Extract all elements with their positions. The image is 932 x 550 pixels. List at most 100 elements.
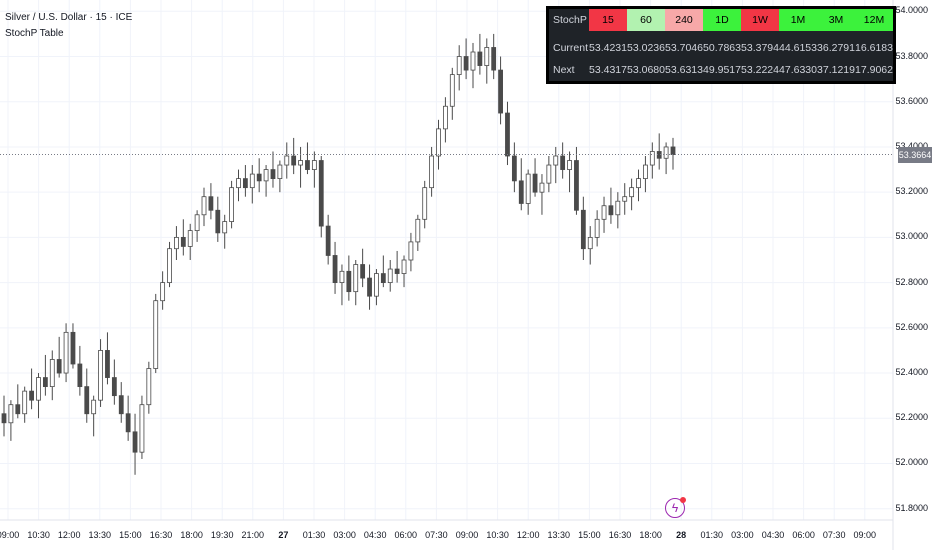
candle-body bbox=[256, 173, 262, 182]
candle-body bbox=[15, 404, 21, 415]
timeframe-1d: 1D bbox=[703, 7, 741, 31]
candle-body bbox=[98, 350, 103, 401]
candle-body bbox=[91, 399, 97, 415]
candle-body bbox=[484, 47, 490, 66]
table-cell: 37.1219 bbox=[817, 59, 855, 83]
candle-body bbox=[77, 363, 83, 388]
candle-body bbox=[49, 359, 55, 388]
candle-body bbox=[284, 155, 290, 166]
candle-body bbox=[415, 218, 421, 243]
candle-body bbox=[553, 155, 559, 166]
candle-body bbox=[491, 47, 497, 71]
candle-body bbox=[84, 386, 90, 415]
candle-body bbox=[22, 390, 28, 415]
candle-body bbox=[443, 105, 448, 130]
candle-body bbox=[139, 404, 145, 453]
candle-body bbox=[311, 160, 317, 170]
table-cell: 44.6153 bbox=[779, 37, 817, 59]
table-cell: 49.9517 bbox=[703, 59, 741, 83]
candle-body bbox=[532, 173, 538, 193]
candle-body bbox=[622, 196, 628, 202]
timeframe-3m: 3M bbox=[817, 7, 855, 31]
time-tick-label: 13:30 bbox=[547, 530, 571, 540]
table-cell: 53.3794 bbox=[741, 37, 779, 59]
candle-body bbox=[201, 196, 207, 216]
table-cell: 53.0236 bbox=[627, 37, 665, 59]
time-tick-label: 19:30 bbox=[210, 530, 234, 540]
time-tick-label: 07:30 bbox=[425, 530, 448, 540]
candle-body bbox=[346, 270, 352, 293]
price-tick-label: 51.8000 bbox=[895, 502, 928, 513]
table-cell: 16.6183 bbox=[855, 37, 895, 59]
candle-body bbox=[70, 331, 76, 365]
candle-body bbox=[8, 404, 14, 424]
candle-body bbox=[663, 146, 669, 159]
table-cell: 53.4317 bbox=[589, 59, 627, 83]
table-cell: 17.9062 bbox=[855, 59, 895, 83]
time-tick-label: 03:00 bbox=[731, 530, 754, 540]
candle-body bbox=[42, 377, 48, 388]
candle-body bbox=[160, 282, 166, 302]
symbol-title[interactable]: Silver / U.S. Dollar · 15 · ICE bbox=[5, 12, 133, 23]
time-tick-label: 04:30 bbox=[363, 530, 387, 540]
table-cell: 50.7863 bbox=[703, 37, 741, 59]
row-label-current: Current bbox=[547, 37, 589, 59]
candle-body bbox=[401, 259, 407, 274]
candle-body bbox=[1, 413, 7, 424]
candle-body bbox=[118, 395, 124, 415]
time-tick-label: 01:30 bbox=[302, 530, 326, 540]
time-tick-label: 06:00 bbox=[792, 530, 815, 540]
table-spacer bbox=[547, 31, 895, 37]
row-label-next: Next bbox=[547, 59, 589, 83]
candle-body bbox=[505, 112, 510, 157]
time-tick-label: 12:00 bbox=[516, 530, 540, 540]
price-tick-label: 54.0000 bbox=[895, 5, 928, 16]
candle-body bbox=[167, 248, 172, 284]
candle-body bbox=[643, 164, 648, 180]
candle-body bbox=[125, 413, 131, 433]
candle-body bbox=[387, 268, 393, 284]
candle-body bbox=[374, 273, 379, 297]
candle-body bbox=[277, 164, 283, 180]
table-cell: 36.2791 bbox=[817, 37, 855, 59]
indicator-title[interactable]: StochP Table bbox=[5, 28, 64, 39]
candle-body bbox=[215, 209, 221, 234]
time-tick-label: 06:00 bbox=[394, 530, 418, 540]
candle-body bbox=[456, 56, 462, 76]
table-cell: 47.6330 bbox=[779, 59, 817, 83]
candle-body bbox=[449, 74, 455, 107]
time-tick-label: 03:00 bbox=[333, 530, 356, 540]
candle-body bbox=[298, 160, 303, 166]
candle-body bbox=[477, 51, 483, 66]
time-tick-label: 27 bbox=[278, 530, 289, 540]
time-tick-label: 07:30 bbox=[822, 530, 846, 540]
candle-body bbox=[636, 178, 641, 189]
price-tick-label: 53.2000 bbox=[895, 186, 928, 197]
price-tick-label: 53.4000 bbox=[895, 141, 928, 151]
candle-body bbox=[574, 160, 579, 211]
candle-body bbox=[146, 368, 152, 406]
candle-body bbox=[394, 268, 400, 274]
candle-body bbox=[222, 221, 228, 234]
lightning-icon[interactable]: ϟ bbox=[665, 497, 686, 518]
table-cell: 53.2224 bbox=[741, 59, 779, 83]
price-tick-label: 52.2000 bbox=[895, 412, 928, 423]
time-tick-label: 15:00 bbox=[578, 530, 601, 540]
timeframe-15: 15 bbox=[589, 7, 627, 31]
candle-body bbox=[270, 169, 276, 180]
candle-body bbox=[187, 230, 193, 247]
candle-body bbox=[242, 178, 248, 189]
time-tick-label: 16:30 bbox=[149, 530, 173, 540]
candle-body bbox=[236, 178, 241, 189]
price-tick-label: 53.8000 bbox=[895, 50, 928, 61]
time-tick-label: 18:00 bbox=[639, 530, 662, 540]
candle-body bbox=[408, 241, 414, 261]
candle-body bbox=[318, 160, 324, 227]
candle-body bbox=[229, 187, 234, 222]
timeframe-1w: 1W bbox=[741, 7, 779, 31]
time-tick-label: 18:00 bbox=[180, 530, 203, 540]
candle-body bbox=[518, 180, 524, 204]
candle-body bbox=[615, 200, 621, 216]
table-cell: 53.6313 bbox=[665, 59, 703, 83]
